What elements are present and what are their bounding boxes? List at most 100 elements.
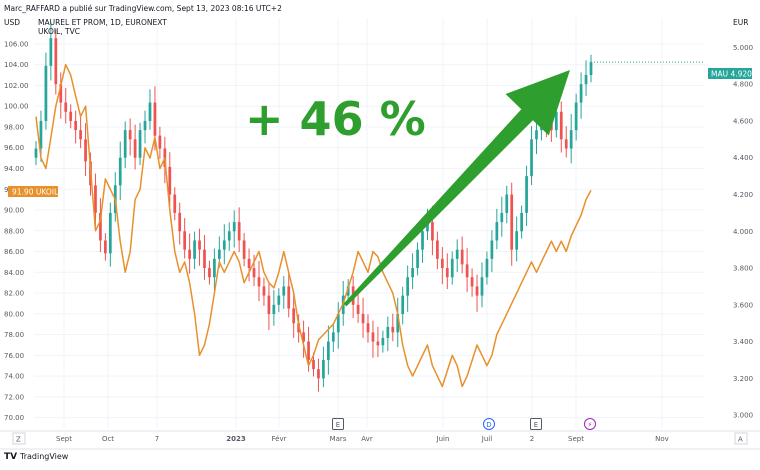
x-tick-label: Mars	[330, 435, 347, 443]
mau-candle	[371, 332, 375, 342]
mau-candle	[168, 166, 172, 195]
mau-candle	[485, 258, 489, 278]
mau-candle	[267, 295, 271, 315]
tradingview-logo: TV TradingView	[4, 452, 69, 462]
mau-candle	[153, 102, 157, 136]
trend-arrow	[343, 70, 570, 307]
x-tick-label: Avr	[361, 435, 373, 443]
left-tick-label: 86.00	[4, 248, 24, 256]
mau-candle	[346, 286, 350, 296]
mau-candle	[237, 222, 241, 241]
mau-candle	[500, 212, 504, 223]
left-tick-label: 84.00	[4, 269, 24, 277]
mau-candle	[217, 249, 221, 259]
right-axis-unit: EUR	[733, 18, 748, 27]
mau-candle	[34, 148, 38, 158]
left-tick-label: 70.00	[4, 414, 24, 422]
mau-candle	[391, 326, 395, 333]
mau-candle	[282, 286, 286, 296]
mau-candle	[510, 194, 514, 250]
mau-candle	[49, 38, 53, 66]
mau-candle	[460, 249, 464, 265]
mau-candle	[386, 326, 390, 338]
ukoil-line-layer	[35, 61, 705, 388]
mau-candle	[302, 332, 305, 342]
x-tick-label: 2	[530, 435, 534, 443]
mau-candle	[436, 240, 439, 259]
right-tick-label: 3.200	[733, 375, 753, 383]
mau-candle	[188, 249, 191, 259]
mau-candle	[213, 258, 216, 278]
event-marker[interactable]	[483, 418, 495, 430]
time-axis-left-box	[12, 432, 26, 445]
mau-candle	[44, 65, 48, 121]
mau-candle	[193, 240, 196, 259]
mau-candle	[470, 277, 474, 287]
mau-candle	[381, 337, 385, 346]
mau-candle	[178, 212, 182, 232]
left-tick-label: 98.00	[4, 123, 24, 131]
mau-candle	[455, 249, 459, 259]
x-tick-label: Oct	[102, 435, 114, 443]
right-tick-label: 5.000	[733, 44, 753, 52]
mau-candle	[312, 359, 315, 370]
mau-candle	[148, 102, 152, 121]
mau-candle	[584, 74, 588, 85]
mau-candle	[74, 120, 78, 131]
event-markers: E D E ⚡	[332, 418, 596, 430]
mau-candle	[411, 268, 414, 278]
left-tick-label: 82.00	[4, 290, 24, 298]
mau-candle	[579, 84, 583, 103]
mau-candle	[480, 277, 484, 296]
mau-candle	[401, 295, 405, 315]
x-tick-label: Juil	[481, 435, 492, 443]
event-marker[interactable]	[332, 418, 344, 430]
mau-tag-text: MAU 4.920	[711, 70, 752, 79]
ukoil-tag-text: 91.90 UKOIL	[12, 188, 59, 197]
x-tick-label: Févr	[272, 435, 287, 443]
left-tick-label: 78.00	[4, 331, 24, 339]
mau-candle	[287, 286, 291, 309]
left-tick-label: 100.00	[4, 103, 29, 111]
left-tick-label: 72.00	[4, 393, 24, 401]
mau-candle	[272, 304, 276, 315]
mau-candle	[183, 231, 187, 250]
x-tick-label: Sept	[56, 435, 72, 443]
auto-scale-box	[734, 432, 748, 445]
left-tick-label: 102.00	[4, 82, 29, 90]
mau-candle	[79, 130, 82, 140]
mau-candle	[69, 111, 73, 121]
time-axis-left-button[interactable]: Z	[12, 432, 26, 445]
event-marker[interactable]	[584, 418, 596, 430]
mau-candle	[559, 111, 563, 140]
mau-candle	[530, 139, 533, 177]
right-tick-label: 4.800	[733, 81, 753, 89]
mau-candle	[138, 130, 142, 158]
mau-candle	[569, 130, 573, 149]
mau-candle	[64, 102, 68, 112]
x-tick-label: Nov	[655, 435, 669, 443]
mau-candle	[123, 130, 127, 158]
mau-candle	[198, 240, 201, 250]
mau-candle	[356, 304, 360, 315]
left-tick-label: 106.00	[4, 40, 29, 48]
gain-annotation: + 46 %	[245, 92, 426, 146]
left-axis-unit: USD	[4, 18, 20, 27]
mau-candle	[133, 139, 137, 158]
mau-candle	[520, 212, 523, 232]
mau-candle	[94, 185, 97, 213]
right-tick-label: 4.600	[733, 117, 753, 125]
right-tick-label: 3.600	[733, 301, 753, 309]
mau-candle	[118, 157, 122, 186]
overlay-symbol-label: UKOIL, TVC	[38, 27, 80, 36]
mau-candle	[495, 222, 499, 241]
event-marker[interactable]	[530, 418, 542, 430]
auto-scale-button[interactable]: A	[734, 432, 748, 445]
mau-candle	[307, 341, 310, 360]
left-tick-label: 80.00	[4, 310, 24, 318]
x-tick-label: Sept	[568, 435, 584, 443]
mau-candle	[277, 295, 281, 305]
mau-candle	[406, 277, 410, 296]
